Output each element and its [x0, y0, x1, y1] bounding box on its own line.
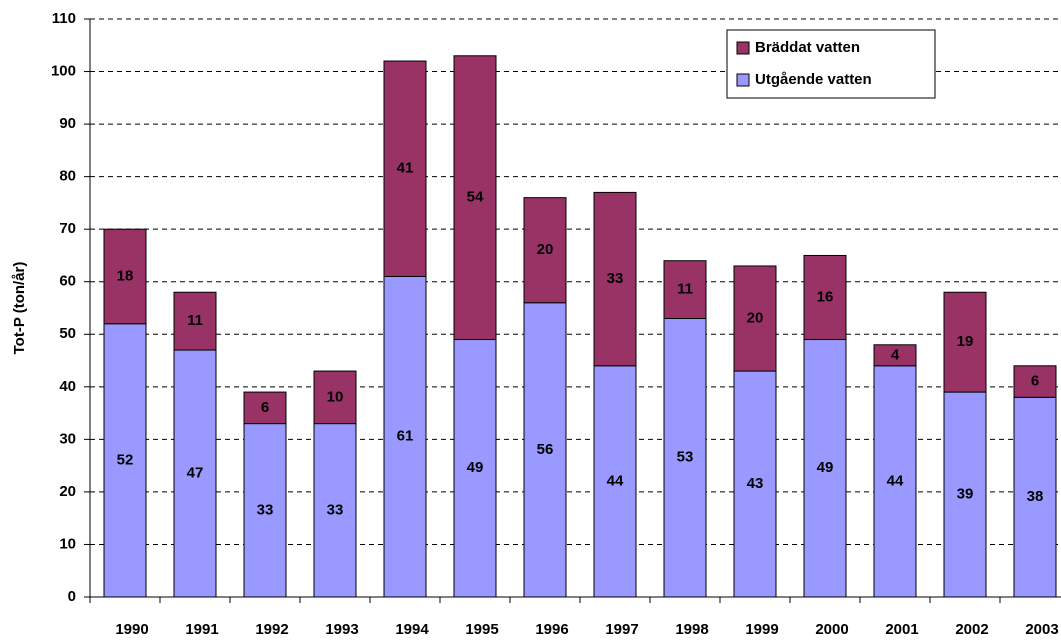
- x-tick-label: 1997: [605, 621, 638, 638]
- y-tick-label: 110: [52, 10, 76, 27]
- data-label: 20: [747, 309, 764, 326]
- x-tick-label: 1994: [395, 621, 429, 638]
- y-tick-label: 10: [59, 535, 76, 552]
- data-label: 47: [187, 464, 204, 481]
- data-label: 43: [747, 475, 764, 492]
- bar-segment: [453, 55, 497, 341]
- bar-segment: [733, 370, 777, 598]
- data-label: 56: [537, 441, 554, 458]
- data-label: 52: [117, 451, 134, 468]
- y-tick-label: 50: [59, 325, 76, 342]
- x-tick-label: 1991: [185, 621, 218, 638]
- data-label: 53: [677, 449, 694, 466]
- data-label: 44: [887, 472, 904, 489]
- data-label: 20: [537, 241, 554, 258]
- bar-segment: [663, 260, 707, 320]
- data-label: 6: [1031, 373, 1039, 390]
- x-tick-label: 1990: [115, 621, 148, 638]
- legend-label: Bräddat vatten: [755, 39, 860, 56]
- x-tick-label: 1998: [675, 621, 708, 638]
- legend-swatch: [736, 41, 750, 55]
- y-tick-label: 40: [59, 378, 76, 395]
- legend-box: [726, 29, 936, 99]
- x-tick-label: 1993: [325, 621, 358, 638]
- data-label: 19: [957, 333, 974, 350]
- bar-segment: [593, 191, 637, 367]
- bar-segment: [803, 339, 847, 598]
- x-tick-label: 2000: [815, 621, 848, 638]
- bar-segment: [593, 365, 637, 598]
- data-label: 33: [327, 501, 344, 518]
- data-label: 38: [1027, 488, 1044, 505]
- y-tick-label: 80: [59, 168, 76, 185]
- bar-segment: [243, 391, 287, 425]
- bar-segment: [173, 349, 217, 598]
- bar-segment: [243, 423, 287, 598]
- y-tick-label: 20: [59, 483, 76, 500]
- bar-segment: [173, 291, 217, 351]
- data-label: 61: [397, 428, 414, 445]
- x-tick-label: 1996: [535, 621, 568, 638]
- bar-segment: [313, 370, 357, 425]
- x-tick-label: 2001: [885, 621, 918, 638]
- data-label: 10: [327, 388, 344, 405]
- x-tick-label: 1995: [465, 621, 498, 638]
- bar-segment: [313, 423, 357, 598]
- y-axis-label: Tot-P (ton/år): [11, 262, 28, 355]
- bar-segment: [733, 265, 777, 372]
- data-label: 44: [607, 472, 624, 489]
- data-label: 54: [467, 189, 484, 206]
- data-label: 6: [261, 399, 269, 416]
- bar-segment: [523, 197, 567, 304]
- bar-segment: [1013, 365, 1057, 398]
- bar-segment: [943, 291, 987, 393]
- y-tick-label: 70: [59, 220, 76, 237]
- y-tick-label: 60: [59, 273, 76, 290]
- bar-segment: [663, 318, 707, 598]
- data-label: 16: [817, 288, 834, 305]
- data-label: 33: [257, 501, 274, 518]
- y-tick-label: 90: [59, 115, 76, 132]
- x-tick-label: 1999: [745, 621, 778, 638]
- legend-swatch: [736, 73, 750, 87]
- bar-segment: [803, 254, 847, 341]
- x-tick-label: 1992: [255, 621, 288, 638]
- x-tick-label: 2002: [955, 621, 988, 638]
- bar-segment: [103, 228, 147, 325]
- y-tick-label: 100: [51, 63, 76, 80]
- legend-label: Utgående vatten: [755, 71, 872, 88]
- data-label: 4: [891, 346, 900, 363]
- bar-segment: [383, 60, 427, 277]
- data-label: 11: [187, 312, 203, 329]
- data-label: 11: [677, 281, 693, 298]
- data-label: 49: [467, 459, 484, 476]
- data-label: 39: [957, 486, 974, 503]
- y-tick-label: 0: [68, 588, 76, 605]
- data-label: 18: [117, 267, 134, 284]
- y-tick-label: 30: [59, 430, 76, 447]
- bar-segment: [1013, 396, 1057, 598]
- x-tick-label: 2003: [1025, 621, 1058, 638]
- data-label: 49: [817, 459, 834, 476]
- data-label: 33: [607, 270, 624, 287]
- bar-segment: [383, 275, 427, 598]
- data-label: 41: [397, 160, 414, 177]
- bar-segment: [873, 344, 917, 367]
